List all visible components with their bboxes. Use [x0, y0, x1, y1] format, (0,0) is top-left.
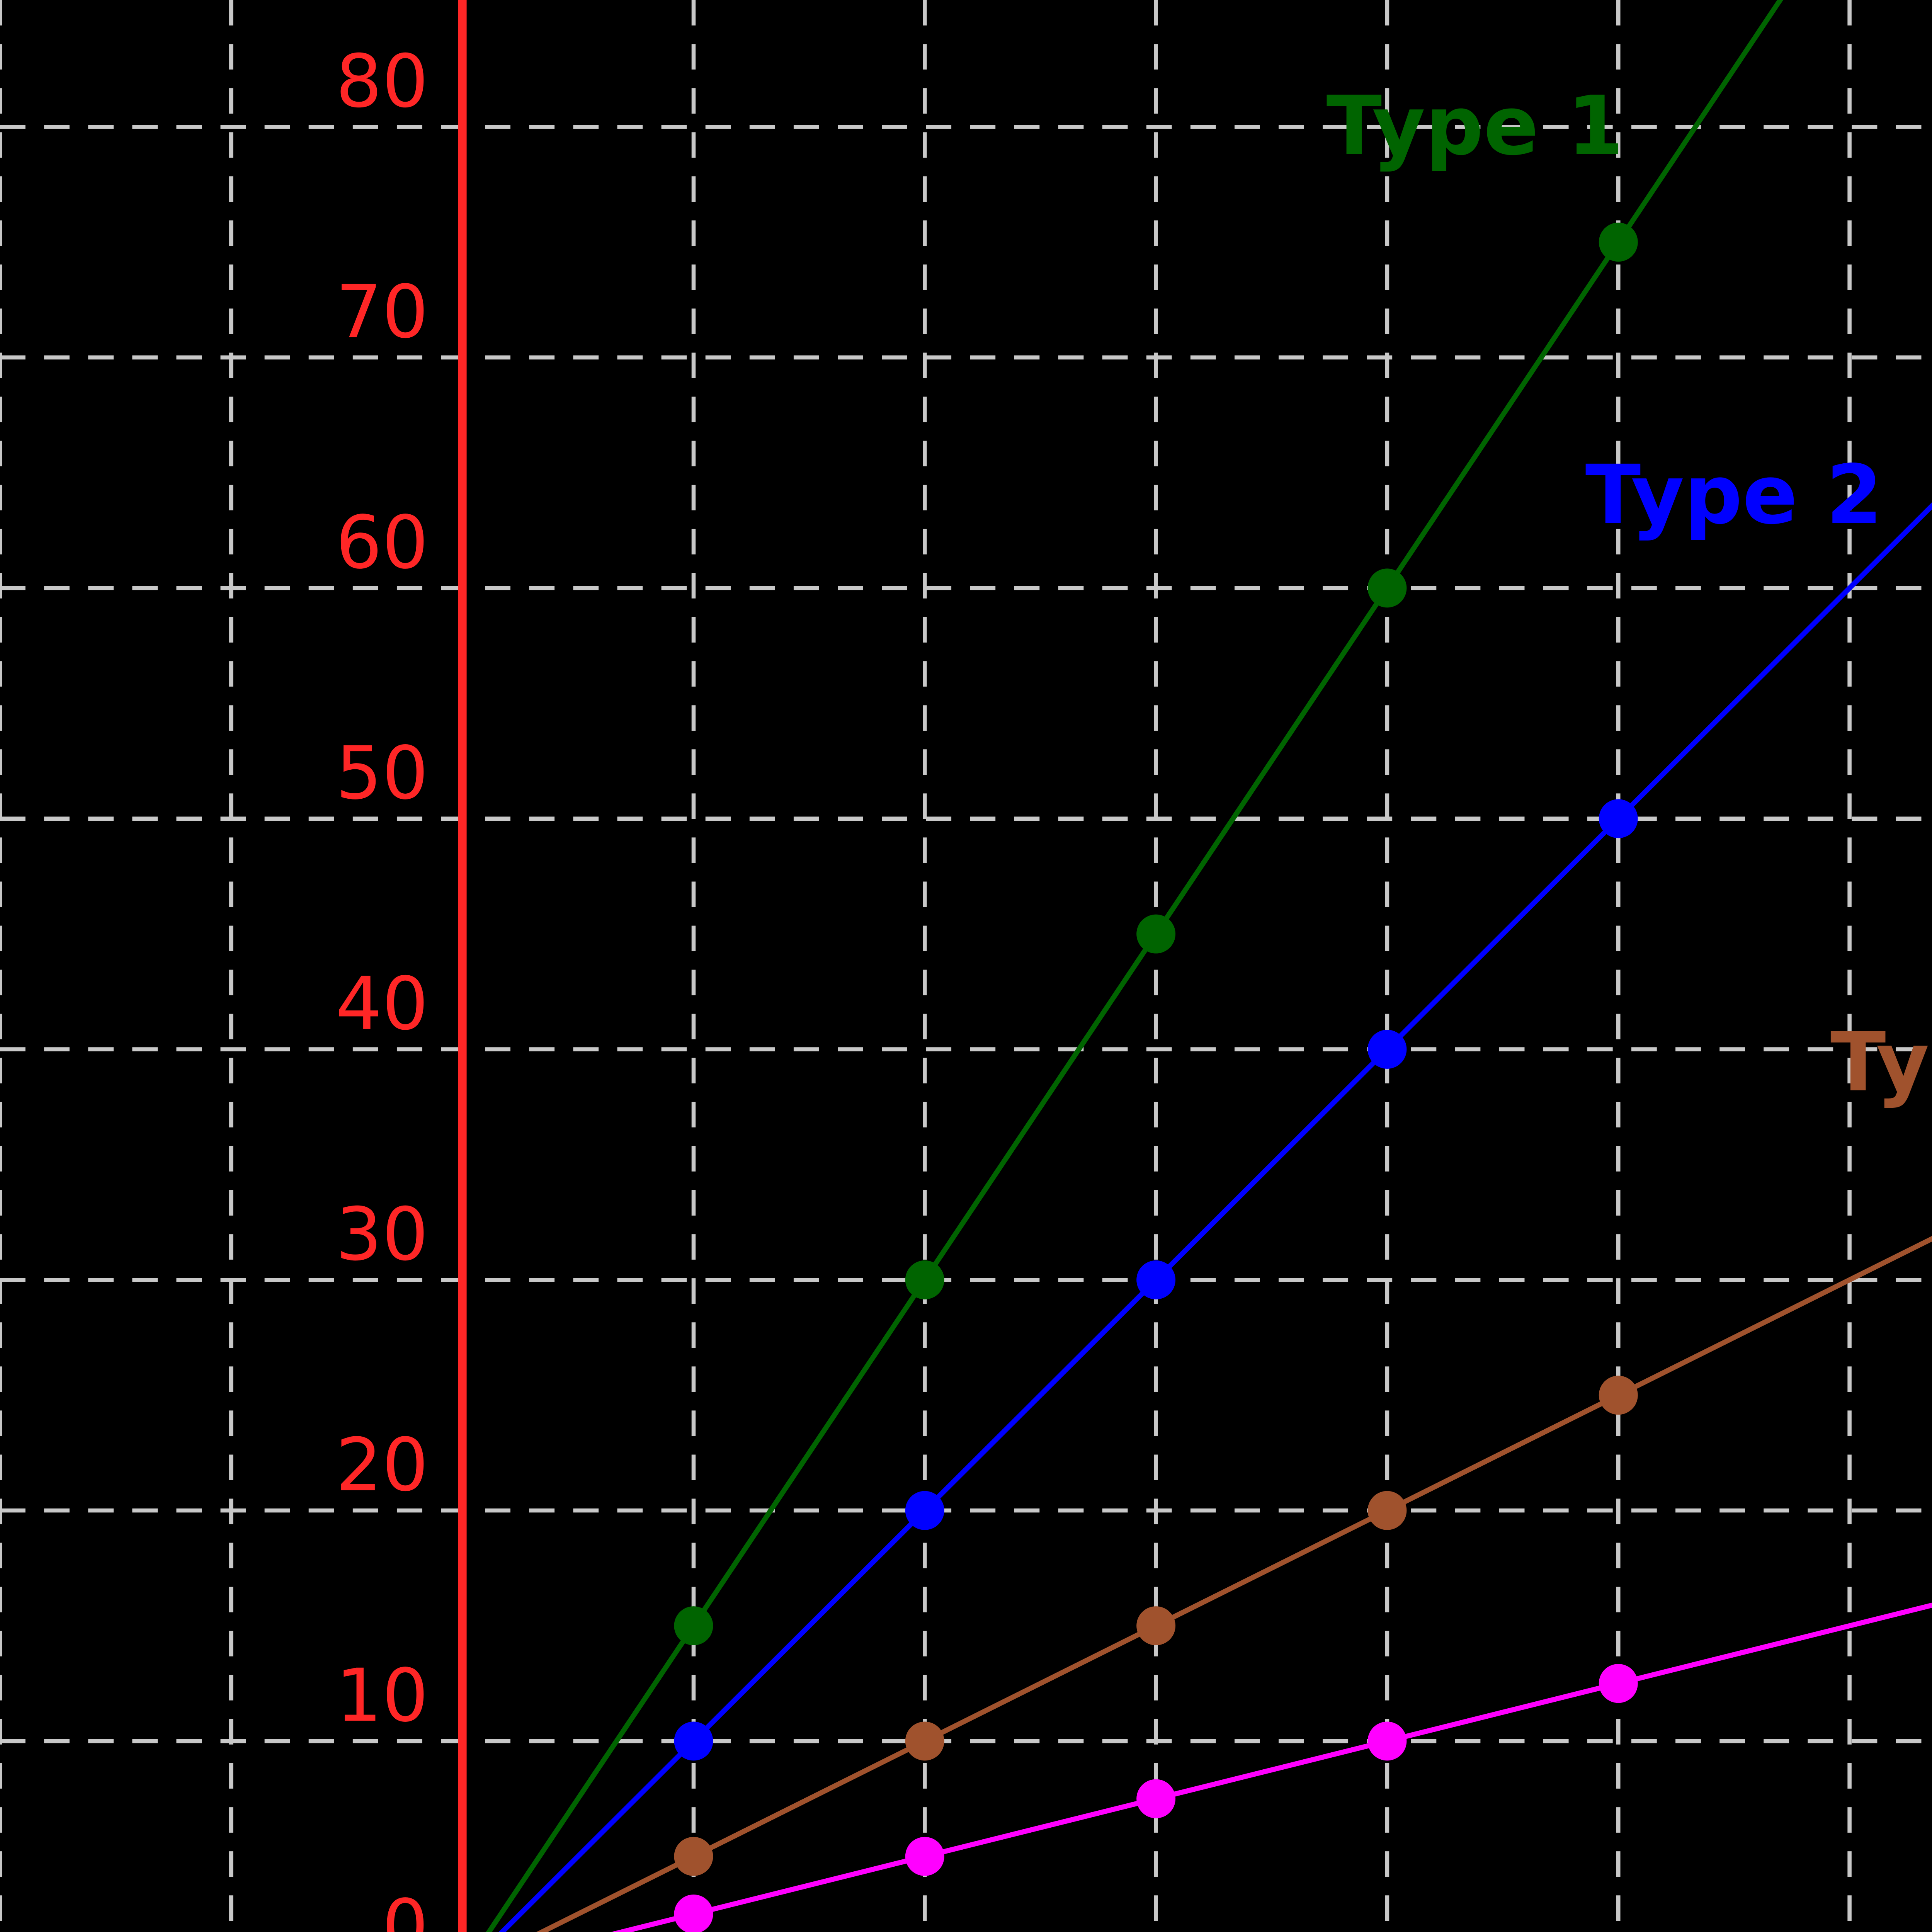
data-point-series-3: [1136, 1606, 1176, 1645]
data-point-series-3: [674, 1837, 713, 1876]
data-point-series-4: [1367, 1721, 1407, 1761]
data-point-series-2: [1599, 799, 1638, 838]
data-point-series-4: [1136, 1779, 1176, 1818]
series-line-4: [611, 1602, 1932, 1932]
data-point-series-4: [905, 1837, 944, 1876]
data-point-series-4: [1599, 1664, 1638, 1703]
y-tick-label: 0: [382, 1884, 429, 1932]
series-line-3: [536, 1236, 1932, 1932]
y-tick-label: 80: [336, 39, 429, 124]
data-point-series-2: [905, 1491, 944, 1530]
y-tick-label: 20: [336, 1423, 429, 1507]
y-tick-label: 60: [336, 500, 429, 585]
data-point-series-3: [1367, 1491, 1407, 1530]
y-tick-label: 40: [336, 962, 429, 1046]
data-point-series-2: [674, 1721, 713, 1761]
data-point-series-1: [1136, 914, 1176, 954]
data-point-series-1: [674, 1606, 713, 1645]
series-label-1: Type 1: [1327, 78, 1624, 173]
y-tick-label: 30: [336, 1192, 429, 1277]
series-label-2: Type 2: [1585, 447, 1883, 542]
data-point-series-2: [1136, 1260, 1176, 1299]
y-tick-label: 50: [336, 731, 429, 816]
y-tick-label: 70: [336, 270, 429, 354]
data-point-series-1: [1599, 223, 1638, 262]
data-point-series-3: [905, 1721, 944, 1761]
data-point-series-2: [1367, 1030, 1407, 1069]
data-point-series-1: [905, 1260, 944, 1299]
data-point-series-3: [1599, 1376, 1638, 1415]
series-label-3: Type 3: [1830, 1015, 1932, 1110]
y-tick-label: 10: [336, 1653, 429, 1738]
data-point-series-4: [674, 1895, 713, 1932]
data-point-series-1: [1367, 568, 1407, 608]
